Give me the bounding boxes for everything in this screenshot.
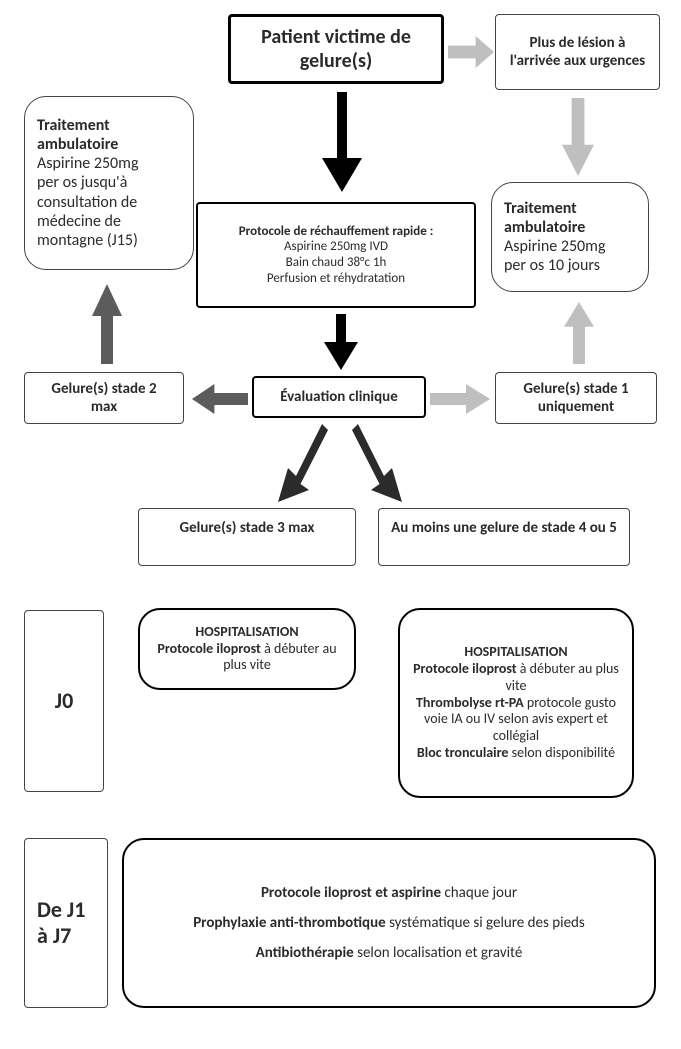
patient-label: Patient victime de gelure(s) (243, 25, 429, 73)
j0-right-l4a: Bloc tronculaire (417, 744, 509, 761)
protocole-l3: Perfusion et réhydratation (267, 271, 405, 287)
node-stade1: Gelure(s) stade 1 uniquement (495, 372, 657, 424)
node-ambul-left: Traitement ambulatoire Aspirine 250mg pe… (24, 96, 194, 270)
j0-right-l4b: selon disponibilité (508, 744, 615, 761)
flowchart-canvas: Patient victime de gelure(s) Plus de lés… (0, 0, 681, 1049)
arrow-patient-to-protocole (322, 92, 362, 192)
node-j0-label: J0 (24, 610, 104, 792)
ambul-left-l5: consultation de (37, 193, 137, 212)
j1box-l1a: Protocole iloprost et aspirine (261, 884, 441, 902)
eval-label: Évaluation clinique (280, 388, 398, 406)
stade2-label: Gelure(s) stade 2 max (37, 380, 171, 416)
ambul-left-l2: ambulatoire (37, 135, 118, 154)
node-j1-box: Protocole iloprost et aspirine chaque jo… (122, 838, 656, 1008)
j1box-l2b: systématique si gelure des pieds (386, 914, 585, 932)
arrow-eval-to-stade2 (192, 384, 248, 414)
j1-l1: De J1 (37, 897, 85, 923)
stade45-label: Au moins une gelure de stade 4 ou 5 (391, 519, 617, 537)
j0-right-l3a: Thrombolyse rt-PA (416, 694, 524, 711)
j1box-l2a: Prophylaxie anti-thrombotique (193, 914, 386, 932)
node-protocole: Protocole de réchauffement rapide : Aspi… (196, 202, 476, 308)
node-j0-right: HOSPITALISATION Protocole iloprost à déb… (398, 608, 634, 798)
j0-text: J0 (55, 688, 73, 714)
ambul-right-l2: ambulatoire (504, 218, 585, 237)
arrow-stade1-to-ambul-right (564, 302, 594, 364)
j1box-l1b: chaque jour (441, 884, 517, 902)
j0-right-l1: HOSPITALISATION (464, 644, 567, 661)
arrow-eval-to-stade1 (430, 384, 490, 414)
node-j1-label: De J1 à J7 (24, 838, 108, 1008)
arrow-stade2-to-ambul-left (92, 284, 122, 364)
arrow-patient-to-nolesion (448, 36, 494, 68)
protocole-l2: Bain chaud 38°c 1h (286, 255, 387, 271)
arrow-nolesion-to-ambul-right (562, 98, 594, 176)
stade3-label: Gelure(s) stade 3 max (180, 519, 315, 537)
ambul-left-l6: médecine de (37, 212, 121, 231)
ambul-right-l1: Traitement (504, 199, 577, 218)
node-patient: Patient victime de gelure(s) (228, 14, 444, 84)
arrow-protocole-to-eval (324, 314, 358, 370)
protocole-l1: Aspirine 250mg IVD (284, 239, 388, 255)
node-stade2: Gelure(s) stade 2 max (24, 372, 184, 424)
j0-right-l2b: à débuter au plus vite (505, 660, 618, 694)
stade1-label: Gelure(s) stade 1 uniquement (508, 380, 644, 416)
ambul-left-l4: per os jusqu'à (37, 173, 127, 192)
node-stade3: Gelure(s) stade 3 max (138, 508, 356, 566)
no-lesion-label: Plus de lésion à l'arrivée aux urgences (508, 34, 647, 70)
arrow-eval-to-stade45 (352, 424, 402, 502)
node-stade45: Au moins une gelure de stade 4 ou 5 (378, 508, 630, 566)
j1box-l3a: Antibiothérapie (256, 944, 354, 962)
protocole-title: Protocole de réchauffement rapide : (239, 224, 434, 240)
node-eval: Évaluation clinique (252, 376, 426, 418)
ambul-right-l4: per os 10 jours (504, 256, 600, 275)
node-j0-left: HOSPITALISATION Protocole iloprost à déb… (138, 608, 356, 690)
ambul-left-l7: montagne (J15) (37, 231, 138, 250)
ambul-right-l3: Aspirine 250mg (504, 237, 605, 256)
ambul-left-l1: Traitement (37, 116, 110, 135)
j0-left-l2a: Protocole iloprost (157, 640, 261, 657)
j1-l2: à J7 (37, 923, 71, 949)
node-ambul-right: Traitement ambulatoire Aspirine 250mg pe… (491, 182, 649, 292)
j1box-l3b: selon localisation et gravité (354, 944, 523, 962)
arrow-eval-to-stade3 (278, 424, 328, 502)
node-no-lesion: Plus de lésion à l'arrivée aux urgences (495, 14, 660, 90)
j0-left-l1: HOSPITALISATION (195, 624, 298, 641)
ambul-left-l3: Aspirine 250mg (37, 154, 138, 173)
j0-right-l2a: Protocole iloprost (413, 660, 517, 677)
